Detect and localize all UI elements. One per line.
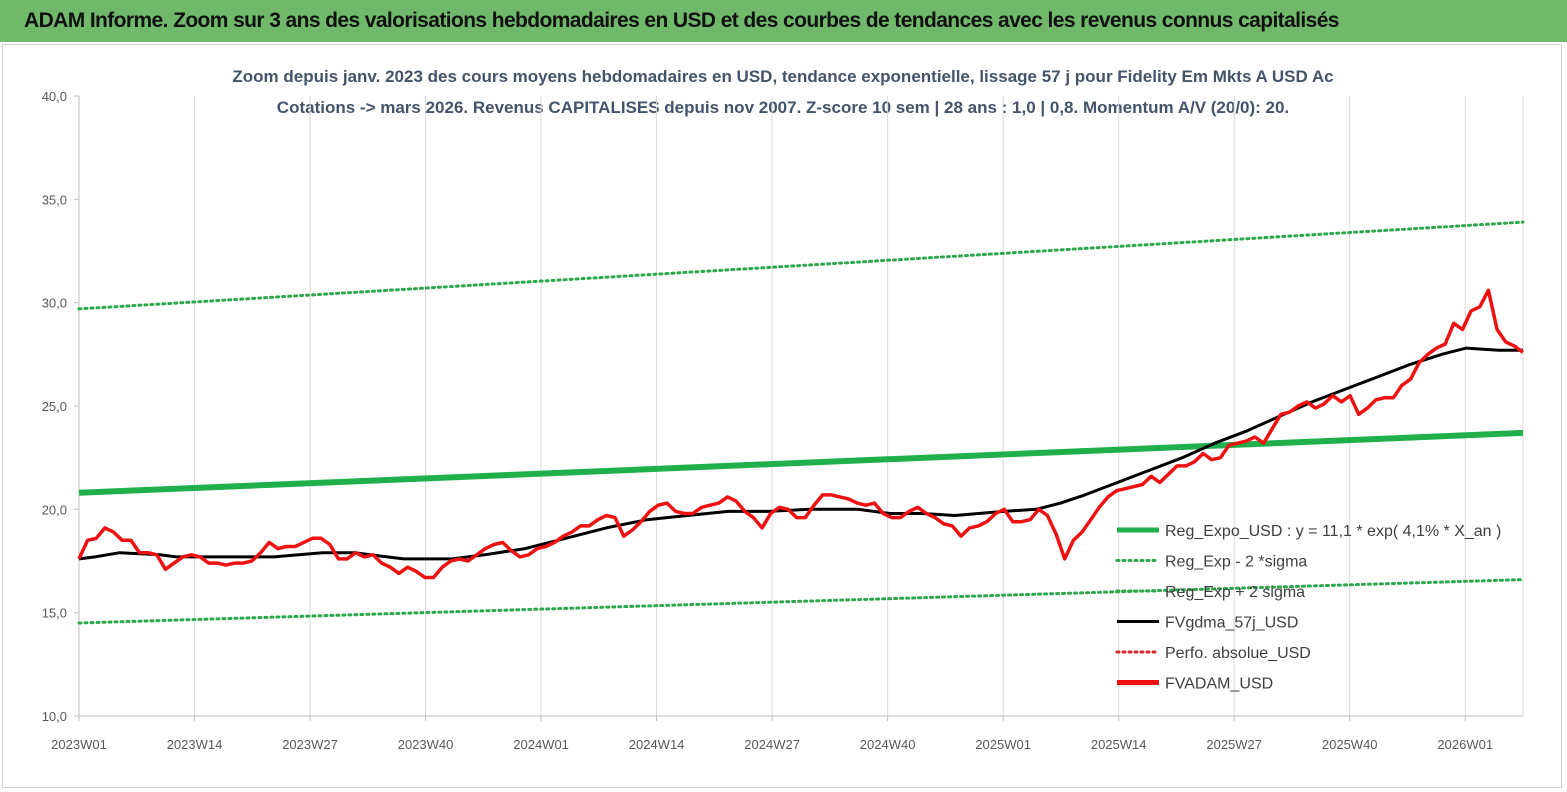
y-tick-label: 35,0 [42, 192, 67, 207]
y-tick-label: 30,0 [42, 296, 67, 311]
series-line-0 [78, 429, 1524, 496]
y-tick-label: 15,0 [42, 606, 67, 621]
y-tick-label: 25,0 [42, 399, 67, 414]
x-tick-label: 2025W40 [1322, 737, 1378, 752]
grid-lines [194, 96, 1524, 716]
y-tick-label: 20,0 [42, 502, 67, 517]
series-line-3 [78, 346, 1523, 561]
x-tick-label: 2023W14 [167, 737, 223, 752]
x-tick-label: 2025W01 [975, 737, 1031, 752]
x-tick-label: 2024W01 [513, 737, 569, 752]
x-tick-label: 2024W40 [860, 737, 916, 752]
legend-label-3: FVgdma_57j_USD [1165, 615, 1298, 632]
x-tick-label: 2025W27 [1206, 737, 1262, 752]
legend-label-0: Reg_Expo_USD : y = 11,1 * exp( 4,1% * X_… [1165, 523, 1501, 540]
x-tick-label: 2023W27 [282, 737, 338, 752]
x-axis-ticks: 2023W01 2023W14 2023W27 2023W40 2024W01 2024W… [51, 716, 1493, 752]
y-tick-label: 10,0 [42, 709, 67, 724]
series-group [77, 220, 1525, 625]
x-tick-label: 2024W27 [744, 737, 800, 752]
legend-label-2: Reg_Exp + 2 sigma [1165, 584, 1305, 601]
y-tick-label: 40,0 [42, 89, 67, 104]
legend-label-1: Reg_Exp - 2 *sigma [1165, 554, 1307, 571]
x-tick-label: 2025W14 [1091, 737, 1147, 752]
x-tick-label: 2024W14 [629, 737, 685, 752]
legend-label-4: Perfo. absolue_USD [1165, 645, 1311, 662]
x-tick-label: 2026W01 [1437, 737, 1493, 752]
x-tick-label: 2023W01 [51, 737, 107, 752]
y-axis-ticks: 10,0 15,0 20,0 25,0 30,0 35,0 40,0 [42, 89, 79, 724]
series-line-2 [77, 220, 1525, 311]
series-line-1 [77, 578, 1525, 625]
chart-title-line2: Cotations -> mars 2026. Revenus CAPITALI… [277, 98, 1289, 117]
x-tick-label: 2023W40 [398, 737, 454, 752]
legend-label-5: FVADAM_USD [1165, 676, 1273, 693]
chart-title-line1: Zoom depuis janv. 2023 des cours moyens … [232, 67, 1333, 86]
legend: Reg_Expo_USD : y = 11,1 * exp( 4,1% * X_… [1115, 523, 1501, 693]
series-line-5 [77, 288, 1525, 580]
report-banner: ADAM Informe. Zoom sur 3 ans des valoris… [0, 0, 1567, 42]
chart-frame [2, 44, 1562, 788]
report-title: ADAM Informe. Zoom sur 3 ans des valoris… [24, 9, 1339, 32]
